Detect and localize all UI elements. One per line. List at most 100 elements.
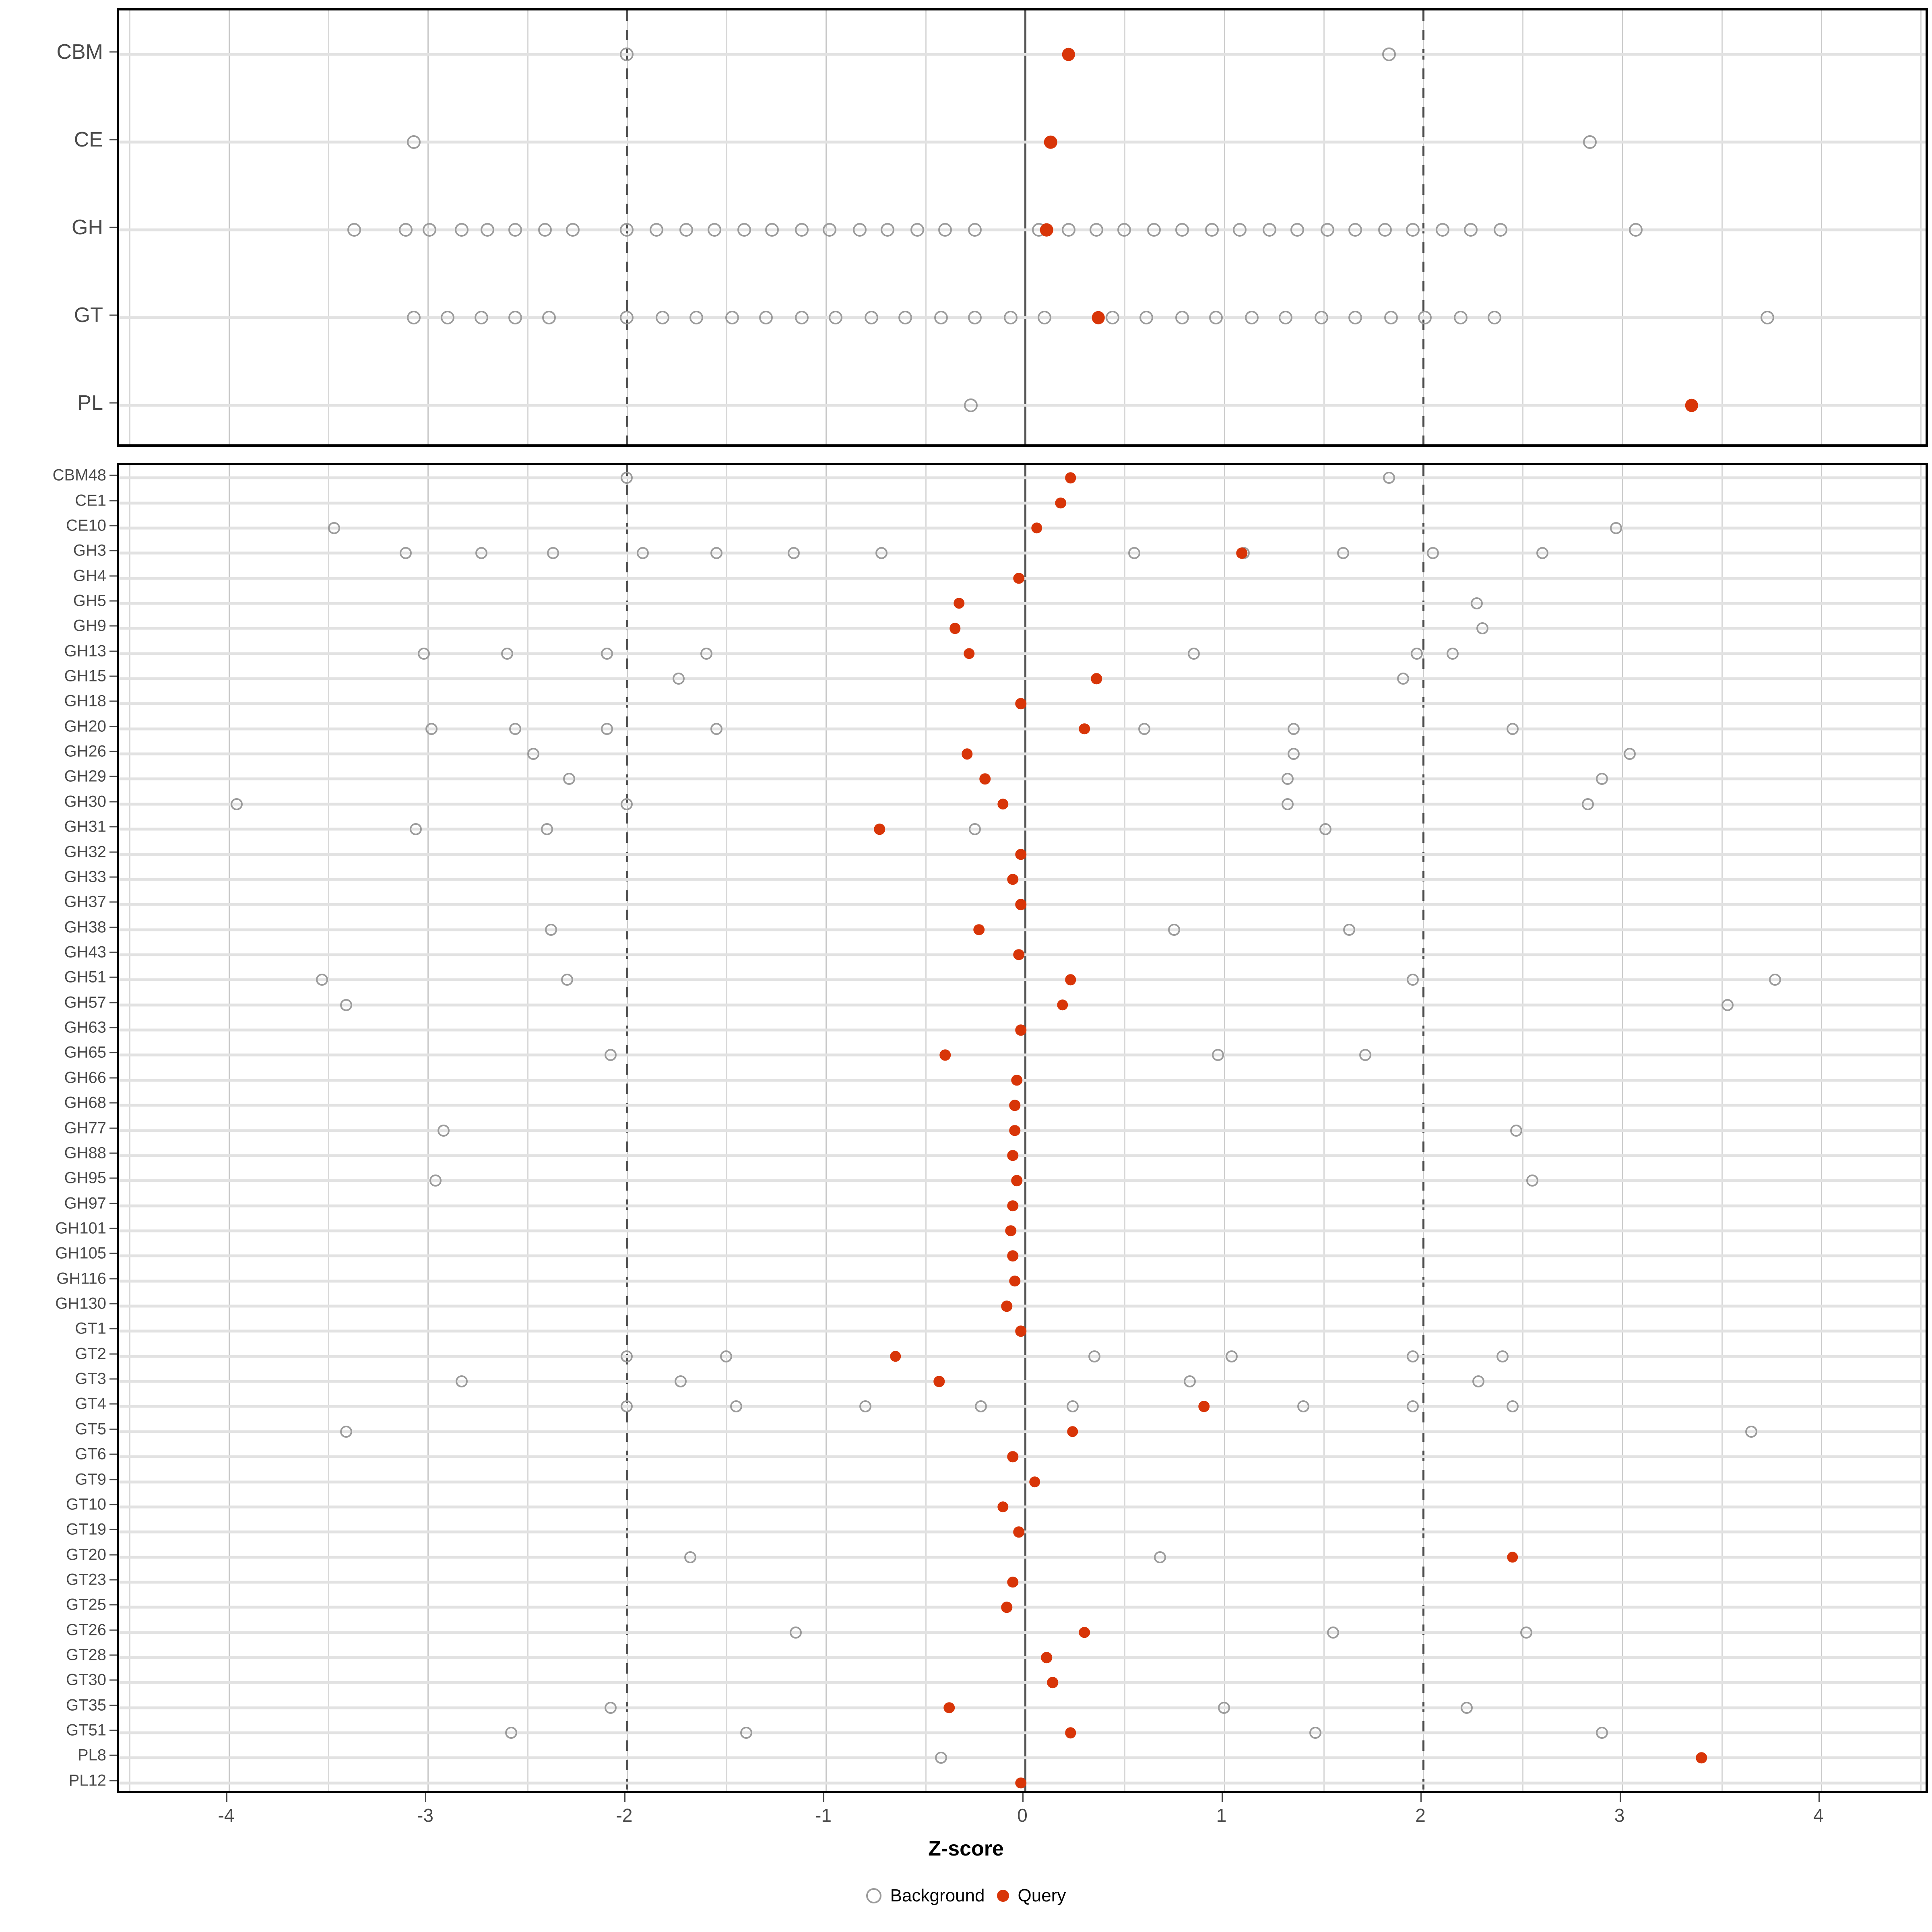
query-point <box>1007 1451 1019 1462</box>
background-point <box>1506 722 1519 735</box>
y-axis-tick-label: GH38 <box>64 918 107 936</box>
background-point <box>1233 223 1247 237</box>
query-point <box>1015 1777 1026 1789</box>
background-point <box>328 522 341 534</box>
background-point <box>230 798 243 810</box>
background-point <box>1426 547 1439 559</box>
background-point <box>1496 1350 1509 1362</box>
background-point <box>969 823 981 836</box>
y-axis-tick-label: GT26 <box>66 1621 106 1639</box>
gridline-vertical <box>1522 465 1524 1791</box>
y-axis-tick <box>109 1102 117 1104</box>
background-point <box>964 398 978 412</box>
row-gridline <box>119 140 1926 144</box>
row-gridline <box>119 1731 1926 1734</box>
gridline-vertical <box>527 10 528 444</box>
background-point <box>674 1375 687 1388</box>
background-point <box>619 47 634 61</box>
row-gridline <box>119 1380 1926 1383</box>
gridline-vertical <box>1622 465 1623 1791</box>
y-axis-tick <box>109 1177 117 1179</box>
y-axis-tick-label: GH43 <box>64 943 107 961</box>
row-gridline <box>119 502 1926 505</box>
y-axis-tick-label: GH77 <box>64 1119 107 1137</box>
background-point <box>619 311 634 324</box>
background-point <box>527 748 539 760</box>
x-axis-tick-label: -3 <box>417 1805 433 1826</box>
y-axis-tick <box>109 927 117 928</box>
background-point <box>829 311 843 324</box>
y-axis-tick-label: PL8 <box>77 1746 106 1764</box>
background-point <box>1536 547 1548 559</box>
background-point <box>1384 311 1398 324</box>
query-point <box>1015 848 1026 860</box>
y-axis-tick-label: GT2 <box>75 1345 106 1363</box>
background-point <box>1582 798 1594 810</box>
query-point <box>979 773 991 785</box>
open-circle-icon <box>866 1888 881 1903</box>
background-point <box>541 823 553 836</box>
gridline-vertical <box>328 10 330 444</box>
y-axis-tick <box>109 1303 117 1305</box>
background-point <box>566 223 580 237</box>
background-point <box>740 1727 752 1739</box>
background-point <box>1090 223 1104 237</box>
y-axis-tick <box>109 726 117 727</box>
query-point <box>1005 1225 1017 1236</box>
y-axis-tick <box>109 1002 117 1003</box>
background-point <box>1596 1727 1608 1739</box>
query-point <box>1198 1401 1210 1412</box>
background-point <box>1418 311 1432 324</box>
row-gridline <box>119 627 1926 630</box>
row-gridline <box>119 551 1926 555</box>
y-axis-tick <box>109 1780 117 1781</box>
y-axis-tick-label: GH88 <box>64 1144 107 1162</box>
y-axis-tick <box>109 952 117 953</box>
background-point <box>795 223 809 237</box>
query-point <box>1015 1024 1026 1036</box>
row-gridline <box>119 1581 1926 1584</box>
x-axis-tick-label: 0 <box>1017 1805 1028 1826</box>
query-point <box>1007 874 1019 885</box>
y-axis-tick <box>109 751 117 752</box>
y-axis-tick <box>109 525 117 526</box>
background-point <box>1319 823 1331 836</box>
background-point <box>1138 722 1150 735</box>
background-point <box>1226 1350 1238 1362</box>
background-point <box>1281 798 1294 810</box>
background-point <box>968 223 982 237</box>
zero-line <box>1024 10 1026 444</box>
background-point <box>1407 1350 1419 1362</box>
filled-circle-icon <box>997 1890 1009 1902</box>
y-axis-tick-label: GH30 <box>64 793 107 811</box>
y-axis-tick <box>109 1077 117 1079</box>
background-point <box>975 1400 987 1413</box>
background-point <box>1506 1400 1519 1413</box>
background-point <box>1117 223 1131 237</box>
y-axis-tick <box>109 1228 117 1229</box>
background-point <box>509 722 522 735</box>
background-point <box>938 223 952 237</box>
y-axis-tick <box>109 1353 117 1355</box>
query-point <box>890 1350 901 1362</box>
background-point <box>1320 223 1334 237</box>
row-gridline <box>119 928 1926 931</box>
x-axis-tick <box>1022 1793 1024 1802</box>
y-axis-tick-label: PL12 <box>68 1771 106 1790</box>
x-axis: -4 -3 -2 -1 0 1 2 3 4 <box>117 1793 1928 1841</box>
gridline-vertical <box>228 10 230 444</box>
background-point <box>1472 1375 1485 1388</box>
background-point <box>898 311 912 324</box>
row-gridline <box>119 1706 1926 1709</box>
y-axis-tick <box>109 1253 117 1254</box>
background-point <box>538 223 552 237</box>
background-point <box>409 823 422 836</box>
gridline-vertical <box>129 465 130 1791</box>
background-point <box>1407 1400 1419 1413</box>
y-axis-tick <box>109 1504 117 1505</box>
x-axis-tick <box>624 1793 625 1802</box>
gridline-vertical <box>1224 10 1225 444</box>
background-point <box>737 223 751 237</box>
background-point <box>1447 647 1459 660</box>
x-axis-tick-label: -2 <box>616 1805 633 1826</box>
